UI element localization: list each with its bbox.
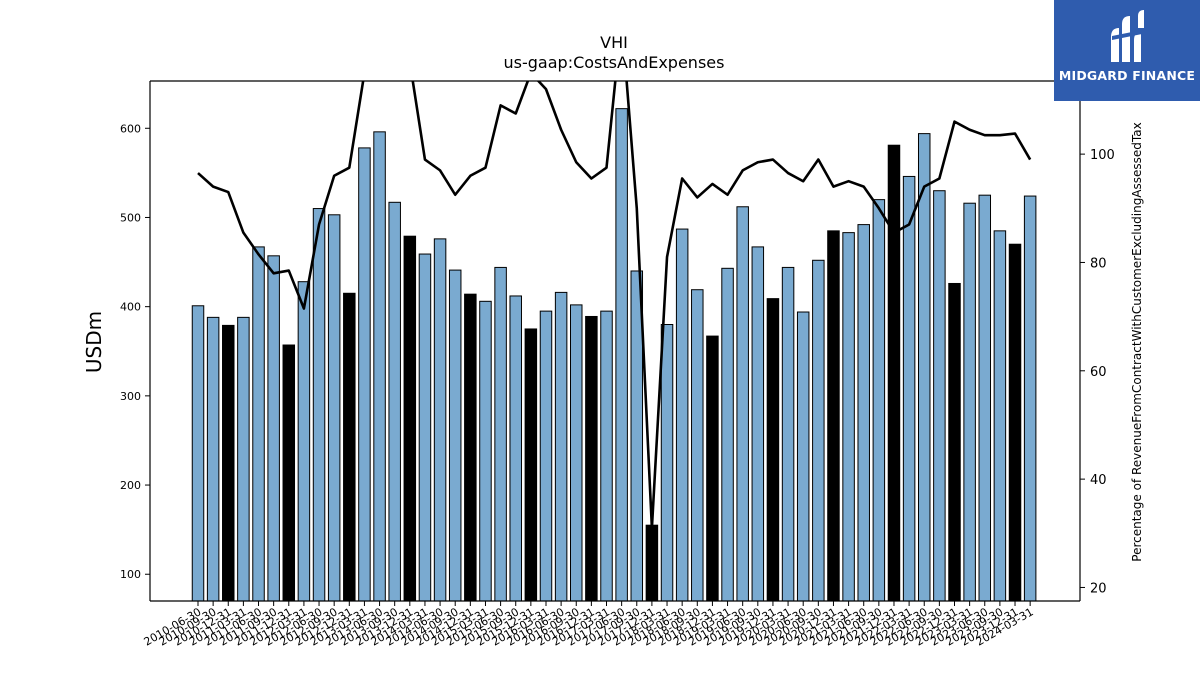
line-series <box>197 81 1032 530</box>
bar <box>691 289 704 602</box>
axes: 100200300400500600204060801002010-06-302… <box>120 80 1115 649</box>
bar <box>312 208 326 602</box>
logo-mark-icon <box>1111 10 1144 62</box>
y2-tick-label: 80 <box>1090 256 1107 271</box>
bar <box>600 310 613 602</box>
bar <box>222 324 235 602</box>
y-tick-label: 600 <box>120 122 141 135</box>
y2-tick-label: 60 <box>1090 365 1107 380</box>
bar <box>721 267 734 602</box>
chart-subtitle: us-gaap:CostsAndExpenses <box>504 53 725 72</box>
bar <box>842 232 855 602</box>
bar <box>781 266 795 602</box>
y-tick-label: 200 <box>120 479 141 492</box>
ratio-line <box>197 81 1032 530</box>
bar <box>766 298 780 602</box>
bar <box>812 259 825 602</box>
y-tick-label: 500 <box>120 211 141 224</box>
bar <box>796 311 810 602</box>
bar <box>993 230 1007 602</box>
bar <box>282 344 296 602</box>
bar <box>827 230 840 602</box>
bar <box>358 147 371 602</box>
bar <box>388 201 401 602</box>
bar <box>464 293 477 602</box>
bar <box>554 291 568 602</box>
bar <box>343 292 356 602</box>
bar <box>1023 195 1037 602</box>
bar <box>857 224 870 602</box>
bar <box>736 206 749 602</box>
bar <box>191 305 205 602</box>
bar <box>539 310 553 602</box>
bar <box>585 315 598 602</box>
logo-text: MIDGARD FINANCE <box>1058 68 1196 83</box>
brand-logo: MIDGARD FINANCE <box>1054 0 1200 101</box>
bar <box>418 253 432 602</box>
bar <box>327 214 341 602</box>
bar <box>206 316 220 602</box>
bar-series <box>191 108 1037 602</box>
bar <box>433 238 447 602</box>
bar <box>675 228 689 602</box>
bar <box>645 524 659 602</box>
bar <box>902 175 916 602</box>
bar <box>887 144 901 602</box>
bar <box>509 295 522 602</box>
bar <box>872 199 886 602</box>
y-tick-label: 300 <box>120 390 141 403</box>
bar <box>948 282 961 602</box>
bar <box>479 300 492 602</box>
y-tick-label: 400 <box>120 301 141 314</box>
bar <box>494 266 507 602</box>
chart-title: VHI <box>600 33 628 52</box>
bar <box>917 133 931 602</box>
y2-tick-label: 20 <box>1090 581 1107 596</box>
bar <box>1008 243 1022 602</box>
bar <box>403 235 417 602</box>
bar <box>297 281 311 602</box>
y-axis-label: USDm <box>82 311 106 373</box>
y2-axis-label: Percentage of RevenueFromContractWithCus… <box>1130 122 1144 561</box>
bar <box>373 131 386 602</box>
bar <box>448 269 462 602</box>
bar <box>252 246 265 602</box>
bar <box>933 190 946 602</box>
y-tick-label: 100 <box>120 568 141 581</box>
bar <box>660 324 674 602</box>
bar <box>963 202 976 602</box>
bar <box>751 246 765 602</box>
bar <box>524 328 538 602</box>
y2-tick-label: 40 <box>1090 473 1107 488</box>
y2-tick-label: 100 <box>1090 148 1115 163</box>
bar <box>237 316 250 602</box>
bar <box>267 255 280 602</box>
bar <box>570 304 583 602</box>
bar <box>615 108 628 602</box>
bar <box>706 335 719 602</box>
bar <box>978 194 992 602</box>
